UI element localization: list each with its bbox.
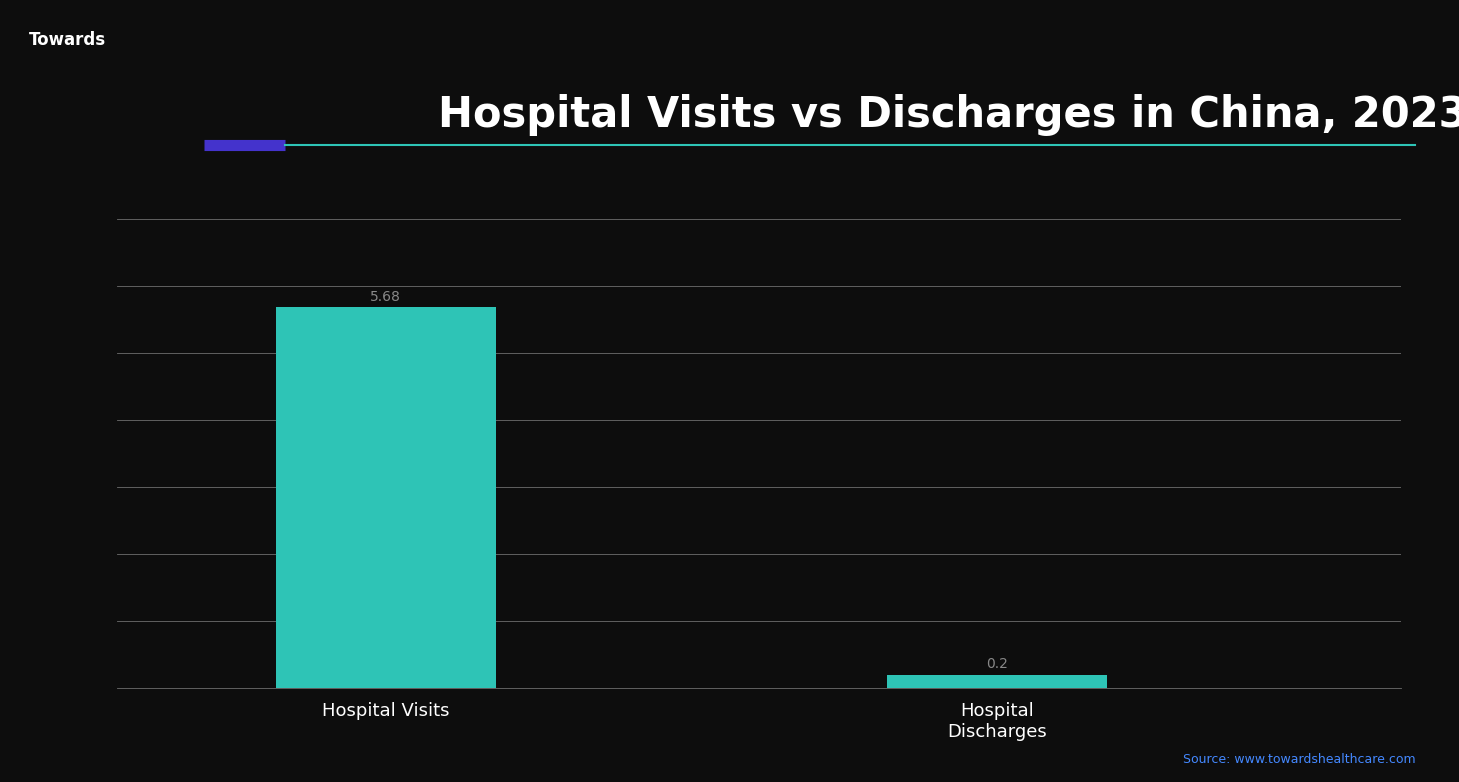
Text: Towards: Towards [29,31,107,49]
Bar [887,675,1107,688]
Text: Hospital Visits vs Discharges in China, 2023 (In Billion): Hospital Visits vs Discharges in China, … [438,94,1459,136]
Text: 0.2: 0.2 [986,658,1008,672]
Bar [276,307,496,688]
Text: Source: www.towardshealthcare.com: Source: www.towardshealthcare.com [1183,753,1415,766]
Legend: China (PRC): China (PRC) [684,780,833,782]
Text: 5.68: 5.68 [371,290,401,304]
